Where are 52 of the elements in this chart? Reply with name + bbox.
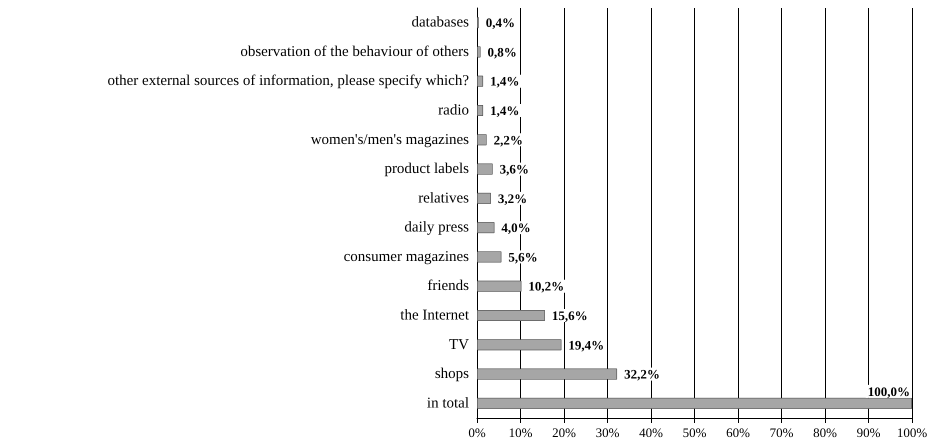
x-tick-label: 0% xyxy=(468,425,486,440)
bar xyxy=(477,134,487,146)
y-tick-label: friends xyxy=(427,278,470,294)
bar xyxy=(477,368,618,380)
bar xyxy=(477,251,502,262)
y-tick-label: relatives xyxy=(418,190,470,206)
bar xyxy=(477,76,484,87)
data-label: 19,4% xyxy=(568,337,604,352)
y-tick-label: radio xyxy=(438,102,469,118)
x-tick-label: 50% xyxy=(682,425,707,440)
data-label: 0,4% xyxy=(486,15,515,30)
x-tick-label: 80% xyxy=(813,425,838,440)
y-tick-label: the Internet xyxy=(400,308,470,324)
bar xyxy=(477,222,494,234)
y-tick-label: women's/men's magazines xyxy=(310,132,470,148)
data-label: 5,6% xyxy=(508,249,538,264)
y-tick-label: shops xyxy=(434,366,470,382)
x-tick-label: 40% xyxy=(639,425,664,440)
data-label: 0,8% xyxy=(487,44,517,60)
data-label: 15,6% xyxy=(552,308,588,323)
x-tick-label: 20% xyxy=(552,425,576,440)
bar xyxy=(477,398,912,409)
bar xyxy=(477,310,545,321)
data-label: 1,4% xyxy=(490,103,520,118)
x-tick-label: 100% xyxy=(896,425,928,440)
data-label: 4,0% xyxy=(501,220,531,236)
y-tick-label: in total xyxy=(426,395,469,412)
data-label: 100,0% xyxy=(868,384,910,399)
y-tick-label: other external sources of information, please specify which? xyxy=(107,73,470,90)
data-label: 1,4% xyxy=(490,74,520,89)
y-tick-label: TV xyxy=(449,336,470,353)
y-tick-label: databases xyxy=(412,14,470,31)
x-tick-label: 60% xyxy=(726,425,750,440)
x-tick-label: 10% xyxy=(508,425,533,440)
x-tick-label: 70% xyxy=(770,425,794,440)
y-tick-label: observation of the behaviour of others xyxy=(240,44,470,60)
x-tick-label: 30% xyxy=(596,425,620,440)
bar xyxy=(477,339,562,350)
bar xyxy=(477,46,480,58)
data-label: 10,2% xyxy=(528,278,564,294)
y-tick-label: consumer magazines xyxy=(344,248,470,265)
y-tick-label: product labels xyxy=(384,161,470,178)
bar xyxy=(477,105,484,116)
bar xyxy=(477,192,491,204)
data-label: 32,2% xyxy=(624,366,660,382)
bar xyxy=(477,164,493,175)
y-tick-label: daily press xyxy=(404,220,470,236)
data-label: 3,6% xyxy=(500,162,529,177)
data-label: 3,2% xyxy=(498,190,528,206)
x-tick-label: 90% xyxy=(856,425,881,440)
data-label: 2,2% xyxy=(494,132,523,148)
bar xyxy=(477,280,522,292)
